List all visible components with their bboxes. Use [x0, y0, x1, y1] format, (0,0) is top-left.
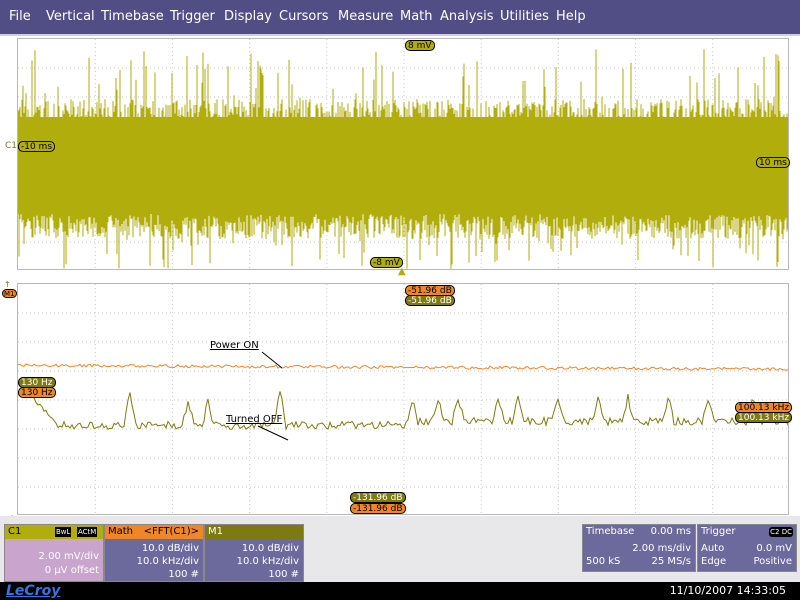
timebase-title: Timebase — [586, 526, 635, 537]
math-descriptor-box[interactable]: Math <FFT(C1)> 10.0 dB/div 10.0 kHz/div … — [104, 524, 204, 582]
m1-khzdiv: 10.0 kHz/div — [236, 556, 299, 567]
menu-file[interactable]: File — [9, 9, 31, 24]
menu-display[interactable]: Display — [224, 9, 272, 24]
menu-cursors[interactable]: Cursors — [279, 9, 329, 24]
m1-bottom-db-tag: -131.96 dB — [350, 492, 406, 503]
trigger-box[interactable]: Trigger C2 DC Auto 0.0 mV Edge Positive — [697, 524, 797, 572]
m1-header: M1 — [205, 525, 303, 539]
m1-dbdiv: 10.0 dB/div — [241, 543, 299, 554]
trigger-position-icon: ▲ — [398, 266, 406, 277]
m1-title: M1 — [208, 526, 223, 537]
math-title: Math — [108, 526, 134, 537]
annotation-turned-off: Turned OFF — [226, 414, 283, 425]
timebase-header: Timebase 0.00 ms — [583, 525, 695, 539]
actm-badge: ACtM — [77, 527, 98, 537]
left-time-tag: -10 ms — [18, 141, 56, 152]
top-waveform-grid[interactable] — [17, 38, 789, 270]
bwl-badge: BwL — [55, 527, 72, 537]
menu-analysis[interactable]: Analysis — [440, 9, 494, 24]
trigger-source-badge: C2 DC — [769, 527, 793, 537]
math-dbdiv: 10.0 dB/div — [141, 543, 199, 554]
channel-info-bar: C1 BwL ACtM 2.00 mV/div 0 µV offset Math… — [0, 516, 800, 582]
c1-offset: 0 µV offset — [44, 565, 99, 576]
math-function: <FFT(C1)> — [143, 526, 199, 537]
trigger-level: 0.0 mV — [756, 543, 792, 554]
menu-utilities[interactable]: Utilities — [500, 9, 549, 24]
top-waveform-svg — [18, 39, 788, 269]
trigger-slope: Positive — [753, 556, 792, 567]
timebase-delay: 0.00 ms — [650, 526, 691, 537]
trigger-mode: Auto — [701, 543, 725, 554]
m1-right-freq-tag: 100.13 kHz — [735, 412, 793, 423]
bottom-fft-grid[interactable] — [17, 283, 789, 515]
menu-measure[interactable]: Measure — [338, 9, 394, 24]
menu-vertical[interactable]: Vertical — [46, 9, 95, 24]
datetime: 11/10/2007 14:33:05 — [669, 584, 786, 597]
m1-descriptor-box[interactable]: M1 10.0 dB/div 10.0 kHz/div 100 # — [204, 524, 304, 582]
math-count: 100 # — [168, 569, 199, 580]
bottom-fft-svg — [18, 284, 788, 514]
c1-trace — [18, 49, 788, 269]
math-left-freq-tag: 130 Hz — [18, 387, 56, 398]
top-level-tag: 8 mV — [405, 40, 435, 51]
lecroy-logo: LeCroy — [6, 583, 61, 599]
menu-math[interactable]: Math — [400, 9, 433, 24]
m1-count: 100 # — [268, 569, 299, 580]
math-header: Math <FFT(C1)> — [105, 525, 203, 539]
menu-timebase[interactable]: Timebase — [101, 9, 164, 24]
menu-trigger[interactable]: Trigger — [170, 9, 215, 24]
timebase-box[interactable]: Timebase 0.00 ms 2.00 ms/div 500 kS 25 M… — [582, 524, 696, 572]
bottom-level-tag: -8 mV — [370, 257, 403, 268]
turned-off-trace — [18, 382, 788, 432]
trigger-type: Edge — [701, 556, 727, 567]
c1-title: C1 — [8, 526, 22, 537]
trigger-header: Trigger C2 DC — [698, 525, 796, 539]
m1-marker: M1 — [2, 289, 17, 298]
arrow-up-icon: ↑ — [4, 280, 11, 289]
menu-bar: File Vertical Timebase Trigger Display C… — [0, 0, 800, 34]
math-khzdiv: 10.0 kHz/div — [136, 556, 199, 567]
channel-c1-marker: C1 — [5, 141, 18, 151]
c1-vdiv: 2.00 mV/div — [38, 551, 99, 562]
grid-dots — [18, 284, 788, 514]
status-bar: LeCroy 11/10/2007 14:33:05 — [0, 582, 800, 600]
timebase-samples: 500 kS — [586, 556, 621, 567]
timebase-rate: 25 MS/s — [651, 556, 691, 567]
c1-descriptor-box[interactable]: C1 BwL ACtM 2.00 mV/div 0 µV offset — [4, 524, 104, 582]
timebase-per-div: 2.00 ms/div — [632, 543, 691, 554]
power-on-trace — [18, 363, 788, 372]
menu-divider — [0, 34, 800, 36]
math-bottom-db-tag: -131.96 dB — [350, 503, 406, 514]
m1-top-db-tag: -51.96 dB — [405, 295, 455, 306]
menu-help[interactable]: Help — [556, 9, 586, 24]
c1-header: C1 BwL ACtM — [5, 525, 103, 539]
annotation-power-on: Power ON — [210, 340, 259, 351]
right-time-tag: 10 ms — [756, 157, 790, 168]
trigger-title: Trigger — [701, 526, 736, 537]
